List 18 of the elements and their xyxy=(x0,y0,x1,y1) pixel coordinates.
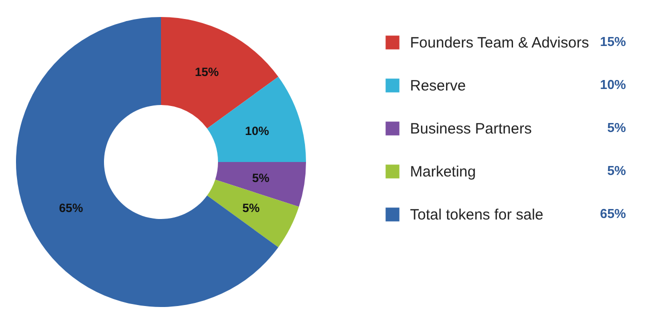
text: 65% xyxy=(600,206,626,221)
legend-label: Marketing xyxy=(410,164,476,180)
donut-slice xyxy=(16,17,278,307)
legend-label: Business Partners xyxy=(410,120,532,138)
donut-slice xyxy=(207,76,306,162)
text: 15% xyxy=(600,34,626,49)
donut-slice xyxy=(161,17,278,128)
text: 10% xyxy=(600,77,626,92)
data-label: 5% xyxy=(252,170,270,185)
data-label: 5% xyxy=(242,200,260,215)
text: 5% xyxy=(607,163,626,178)
text: 5% xyxy=(607,120,626,135)
data-label: 15% xyxy=(194,65,220,80)
data-label: 65% xyxy=(58,200,84,215)
legend-label: Total tokens for sale xyxy=(410,206,544,224)
legend-label: Reserve xyxy=(410,78,466,94)
data-label: 10% xyxy=(245,124,270,138)
legend-label: Founders Team & Advisors xyxy=(410,34,589,52)
